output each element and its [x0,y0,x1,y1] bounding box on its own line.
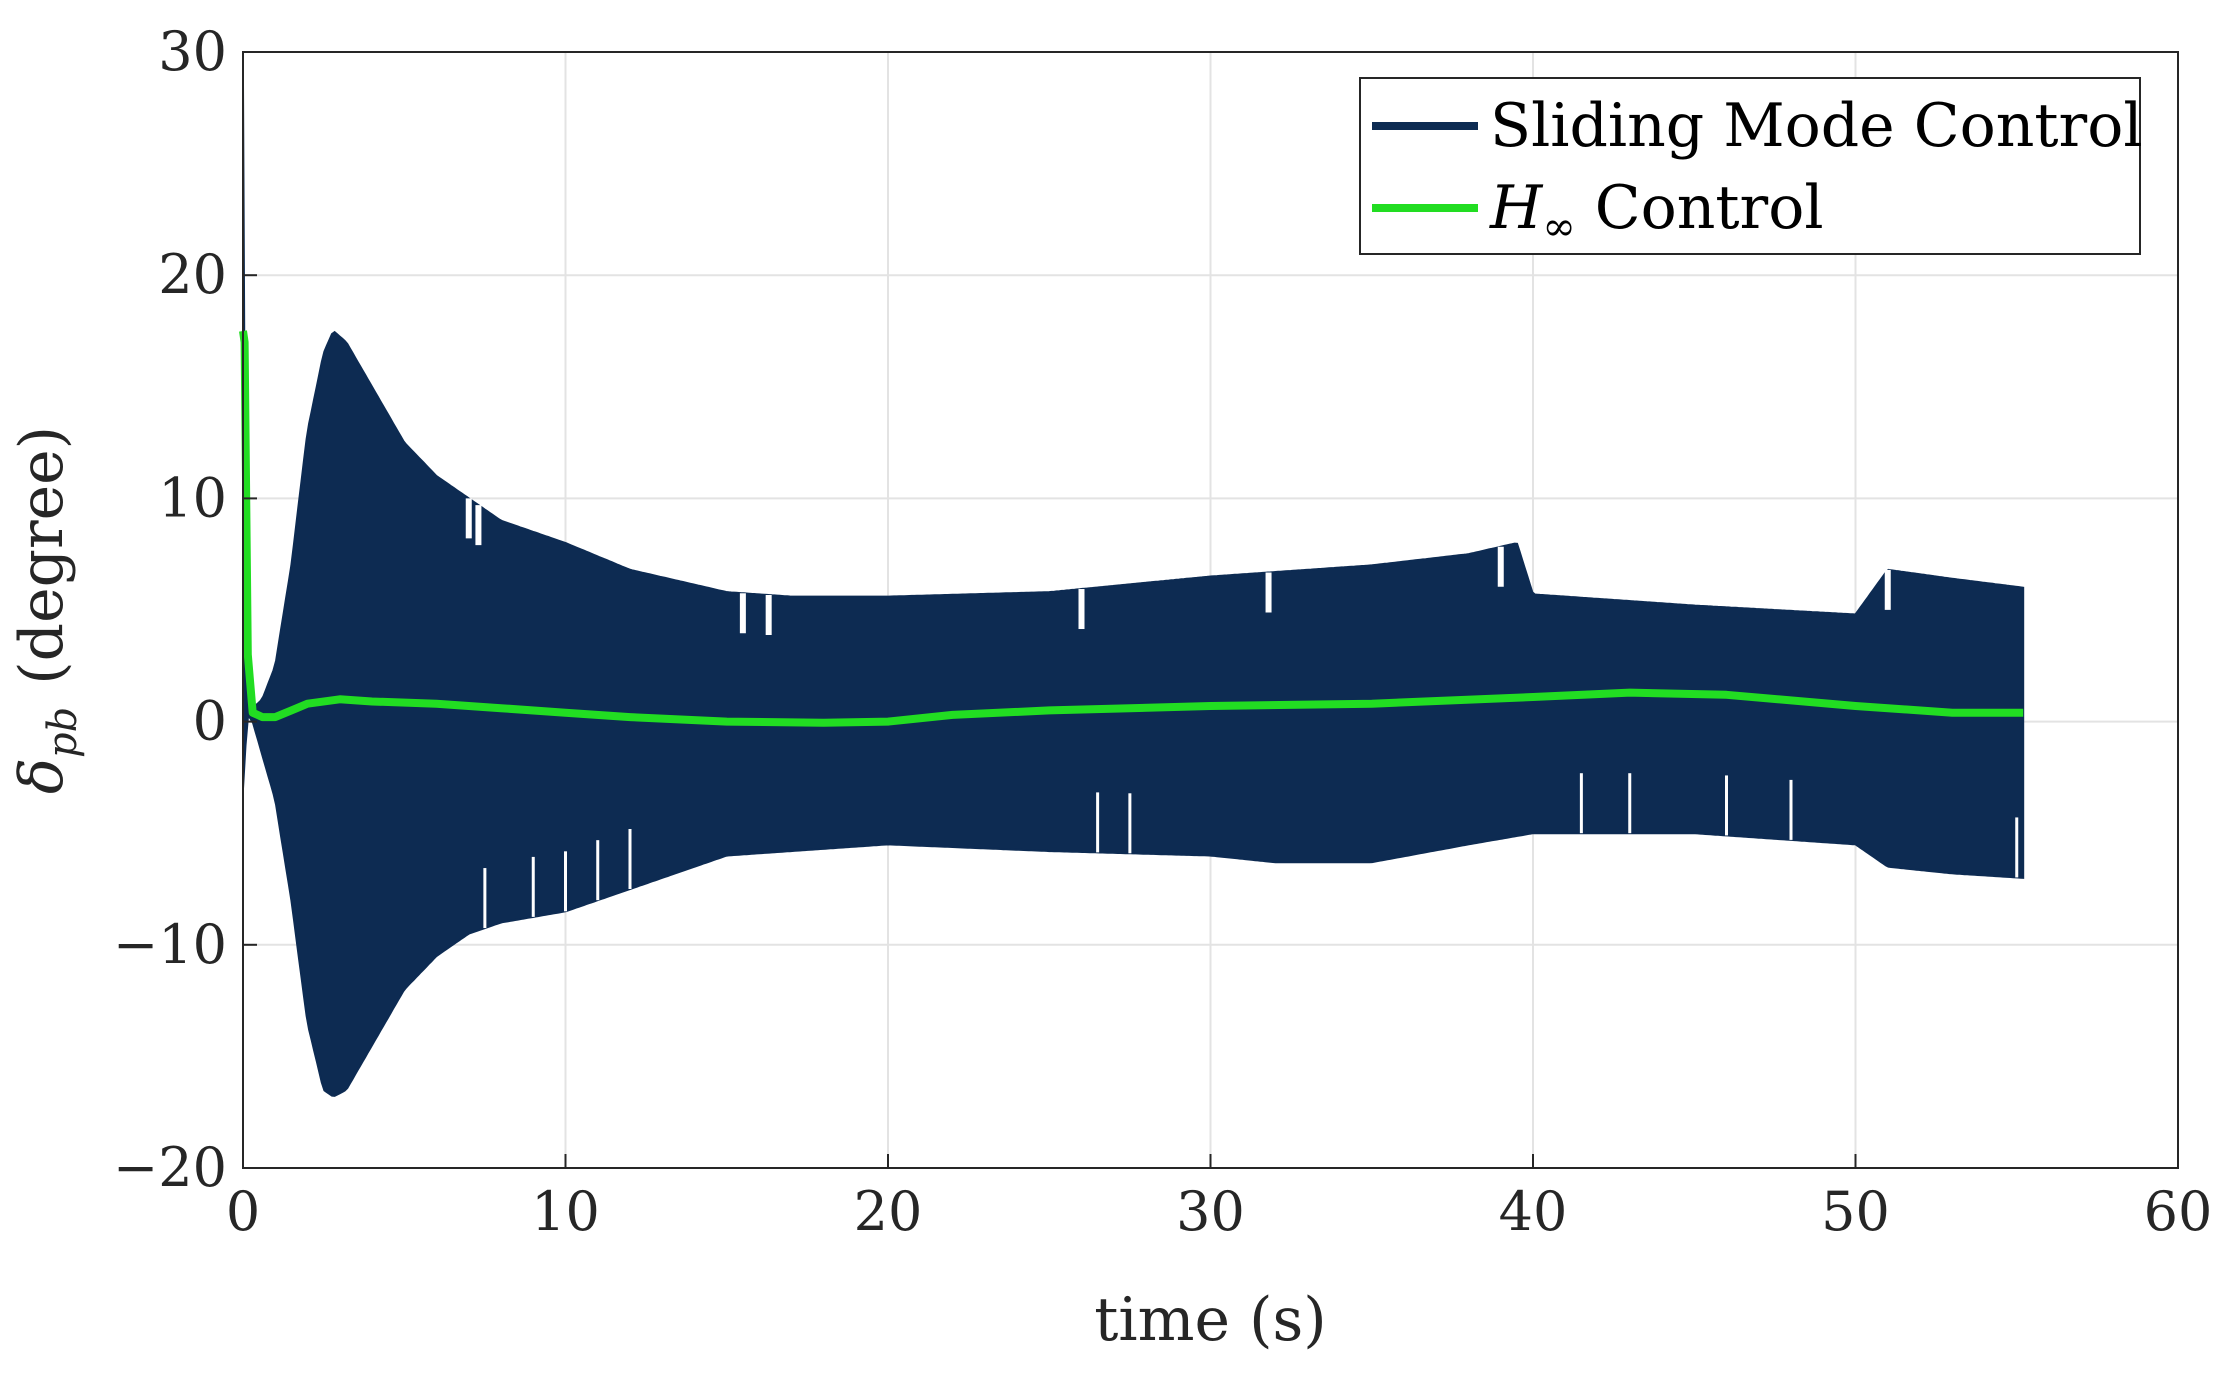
y-axis-symbol: δ [7,758,77,794]
x-tick-label: 0 [226,1180,260,1243]
plot-area [239,85,2025,1097]
legend-h-suffix: Control [1576,173,1824,243]
x-tick-label: 50 [1821,1180,1890,1243]
x-tick-label: 30 [1176,1180,1245,1243]
y-tick-label: −10 [113,913,227,976]
legend-h-subscript: ∞ [1542,204,1575,250]
legend-box [1359,77,2141,255]
series-sliding-mode-band [242,85,2025,1097]
y-tick-label: 20 [158,243,227,306]
x-axis-label: time (s) [1094,1285,1326,1355]
y-tick-label: 0 [193,690,227,753]
y-tick-label: 30 [158,20,227,83]
y-tick-label: −20 [113,1136,227,1199]
y-axis-label: δpb (degree) [7,426,86,794]
tick-labels: 0 10 20 30 40 50 60 −20 −10 0 10 20 30 [113,20,2212,1243]
x-tick-label: 20 [854,1180,923,1243]
legend-label-sliding-mode: Sliding Mode Control [1490,91,2143,161]
legend: Sliding Mode Control H∞ Control [1359,77,2143,255]
legend-h-symbol: H [1489,173,1544,243]
y-tick-label: 10 [158,466,227,529]
series-h-infinity-line [239,330,2024,727]
y-axis-subscript: pb [40,707,86,758]
y-axis-unit: (degree) [7,426,77,685]
x-tick-label: 40 [1499,1180,1568,1243]
legend-label-h-infinity: H∞ Control [1489,173,1824,250]
x-tick-label: 10 [531,1180,600,1243]
x-tick-label: 60 [2144,1180,2213,1243]
